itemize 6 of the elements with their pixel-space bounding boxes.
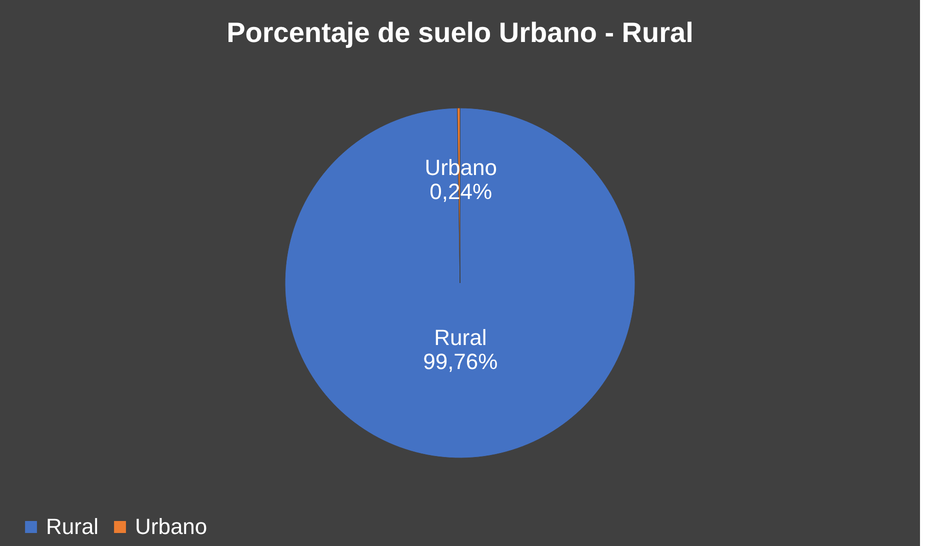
slice-label: Rural: [434, 325, 487, 350]
data-label: 99,76%: [423, 349, 498, 374]
chart-title: Porcentaje de suelo Urbano - Rural: [226, 17, 694, 48]
legend-label: Rural: [46, 514, 99, 539]
legend-label: Urbano: [135, 514, 208, 539]
pie-slice: [284, 108, 636, 458]
